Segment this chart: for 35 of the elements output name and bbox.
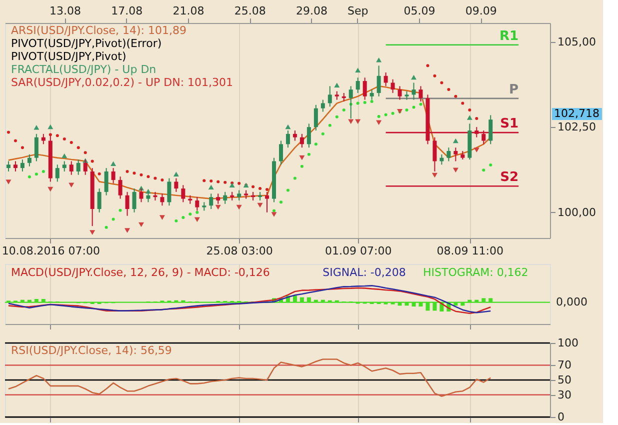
text: MACD(USD/JPY.Close, 12, 26, 9) - MACD: -0,126 xyxy=(11,266,270,279)
x2-tick-label: 25.08 xyxy=(234,4,266,18)
y-tick-label: 100 xyxy=(558,336,578,350)
x2-tick-label: 21.08 xyxy=(172,4,204,18)
y-tick-label: 102,50 xyxy=(558,120,596,134)
x2-tick-label: 05.09 xyxy=(404,4,436,18)
y-tick-label: 0 xyxy=(558,410,564,424)
text: HISTOGRAM: 0,162 xyxy=(423,266,528,279)
series-label: S2 xyxy=(500,170,519,186)
annotation: FRACTAL(USD/JPY) - Up Dn xyxy=(11,63,156,76)
x-tick-label: 25.08 03:00 xyxy=(206,244,273,258)
x2-tick-label: 13.08 xyxy=(49,4,81,18)
text: 102,718 xyxy=(554,107,600,120)
text: 0,000 xyxy=(556,295,588,308)
x-tick-label: 10.08.2016 07:00 xyxy=(2,244,100,258)
annotation: PIVOT(USD/JPY,Pivot)(Error) xyxy=(11,37,162,50)
annotation: SAR(USD/JPY,0.02,0.2) - UP DN: 101,301 xyxy=(11,76,234,89)
annotation: PIVOT(USD/JPY,Pivot) xyxy=(11,50,126,63)
text: SIGNAL: -0,208 xyxy=(322,266,406,279)
y-tick-label: 105,00 xyxy=(558,35,596,48)
x-tick-label: 01.09 07:00 xyxy=(325,244,392,258)
x2-tick-label: Sep xyxy=(348,4,368,18)
annotation: RSI(USD/JPY.Close, 14): 56,59 xyxy=(11,344,172,357)
x2-tick-label: 09.09 xyxy=(465,4,497,18)
series-label: P xyxy=(509,82,519,98)
y-tick-label: 70 xyxy=(558,358,572,372)
annotation: ARSI(USD/JPY.Close, 14): 101,89 xyxy=(11,24,186,37)
y-tick-label: 100,00 xyxy=(558,206,596,219)
series-label: S1 xyxy=(500,116,519,132)
x-tick-label: 08.09 11:00 xyxy=(436,244,504,258)
x2-tick-label: 17.08 xyxy=(111,4,143,18)
y-tick-label: 30 xyxy=(558,388,572,402)
x2-tick-label: 29.08 xyxy=(296,4,328,18)
y-tick-label: 50 xyxy=(558,374,572,386)
series-label: R1 xyxy=(499,28,519,44)
